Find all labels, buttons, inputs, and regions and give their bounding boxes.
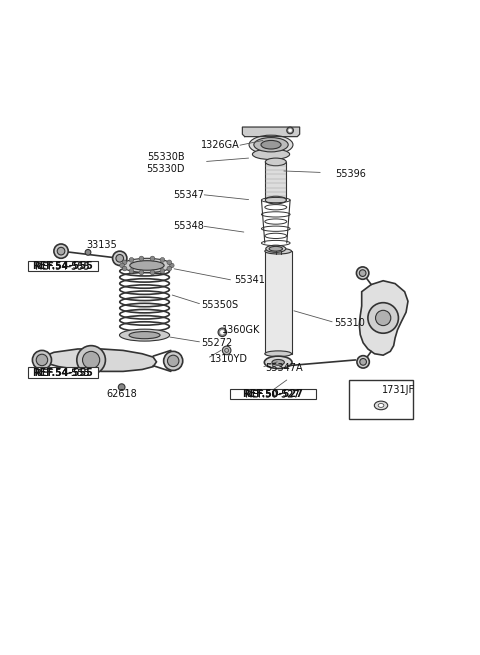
Text: 55272: 55272 bbox=[201, 338, 232, 348]
Ellipse shape bbox=[266, 245, 286, 252]
Circle shape bbox=[220, 330, 224, 334]
Circle shape bbox=[360, 358, 366, 365]
Circle shape bbox=[139, 256, 144, 261]
Bar bbox=[28, 261, 98, 271]
Ellipse shape bbox=[269, 246, 282, 251]
Circle shape bbox=[118, 384, 125, 390]
Text: 33135: 33135 bbox=[86, 240, 117, 250]
Circle shape bbox=[54, 244, 68, 258]
Circle shape bbox=[160, 269, 165, 273]
Circle shape bbox=[139, 270, 144, 275]
Text: 55330B
55330D: 55330B 55330D bbox=[146, 152, 185, 174]
Ellipse shape bbox=[264, 356, 292, 369]
Circle shape bbox=[287, 127, 293, 134]
Polygon shape bbox=[265, 162, 286, 200]
Ellipse shape bbox=[265, 248, 291, 254]
Circle shape bbox=[368, 303, 398, 333]
Circle shape bbox=[122, 260, 127, 265]
Circle shape bbox=[167, 260, 172, 265]
Circle shape bbox=[169, 263, 174, 268]
Ellipse shape bbox=[265, 158, 286, 166]
Circle shape bbox=[160, 257, 165, 262]
Ellipse shape bbox=[378, 403, 384, 407]
Text: 1731JF: 1731JF bbox=[383, 386, 416, 396]
Circle shape bbox=[150, 270, 155, 275]
Text: 1360GK: 1360GK bbox=[222, 325, 260, 335]
Text: REF.54-555: REF.54-555 bbox=[35, 261, 90, 271]
Circle shape bbox=[120, 263, 124, 268]
Text: 62618: 62618 bbox=[106, 389, 137, 400]
Circle shape bbox=[360, 270, 366, 276]
Circle shape bbox=[116, 255, 123, 262]
Polygon shape bbox=[265, 251, 291, 354]
Polygon shape bbox=[242, 127, 300, 137]
Text: 55310: 55310 bbox=[335, 318, 365, 328]
Text: 55347A: 55347A bbox=[265, 363, 302, 373]
Text: REF.50-527: REF.50-527 bbox=[245, 389, 300, 400]
Circle shape bbox=[164, 351, 183, 371]
Text: 1310YD: 1310YD bbox=[210, 354, 249, 364]
Text: 55341: 55341 bbox=[234, 275, 265, 285]
Ellipse shape bbox=[252, 149, 289, 160]
Circle shape bbox=[288, 129, 291, 132]
Ellipse shape bbox=[374, 401, 388, 410]
Polygon shape bbox=[38, 349, 156, 371]
Circle shape bbox=[113, 251, 127, 265]
Ellipse shape bbox=[261, 140, 281, 149]
Bar bbox=[349, 380, 413, 419]
Text: REF.54-555: REF.54-555 bbox=[32, 261, 93, 271]
Ellipse shape bbox=[265, 351, 291, 356]
Circle shape bbox=[167, 266, 172, 271]
Circle shape bbox=[36, 354, 48, 365]
Circle shape bbox=[33, 350, 51, 369]
Circle shape bbox=[357, 356, 369, 368]
Text: REF.54-555: REF.54-555 bbox=[35, 368, 90, 378]
Text: 1326GA: 1326GA bbox=[201, 140, 240, 150]
Text: 55348: 55348 bbox=[173, 221, 204, 231]
Text: 55350S: 55350S bbox=[201, 299, 238, 310]
Circle shape bbox=[77, 346, 106, 374]
Text: REF.54-555: REF.54-555 bbox=[32, 368, 93, 378]
Circle shape bbox=[129, 257, 134, 262]
Circle shape bbox=[85, 250, 91, 255]
Circle shape bbox=[222, 346, 231, 355]
Circle shape bbox=[122, 266, 127, 271]
Ellipse shape bbox=[130, 261, 164, 271]
Ellipse shape bbox=[120, 329, 169, 341]
Circle shape bbox=[150, 256, 155, 261]
Polygon shape bbox=[360, 281, 408, 355]
Circle shape bbox=[218, 328, 227, 337]
Bar bbox=[28, 367, 98, 378]
Circle shape bbox=[129, 269, 134, 273]
Circle shape bbox=[357, 267, 369, 279]
Ellipse shape bbox=[272, 360, 284, 365]
Ellipse shape bbox=[265, 196, 286, 204]
Circle shape bbox=[57, 248, 65, 255]
Ellipse shape bbox=[122, 258, 172, 272]
Circle shape bbox=[168, 355, 179, 367]
Circle shape bbox=[83, 351, 100, 369]
Text: 55396: 55396 bbox=[336, 169, 366, 179]
Bar bbox=[229, 388, 316, 399]
Ellipse shape bbox=[249, 135, 293, 155]
Ellipse shape bbox=[129, 331, 160, 339]
Text: REF.50-527: REF.50-527 bbox=[242, 389, 303, 400]
Text: 55347: 55347 bbox=[173, 190, 204, 200]
Ellipse shape bbox=[254, 138, 288, 152]
Circle shape bbox=[375, 310, 391, 326]
